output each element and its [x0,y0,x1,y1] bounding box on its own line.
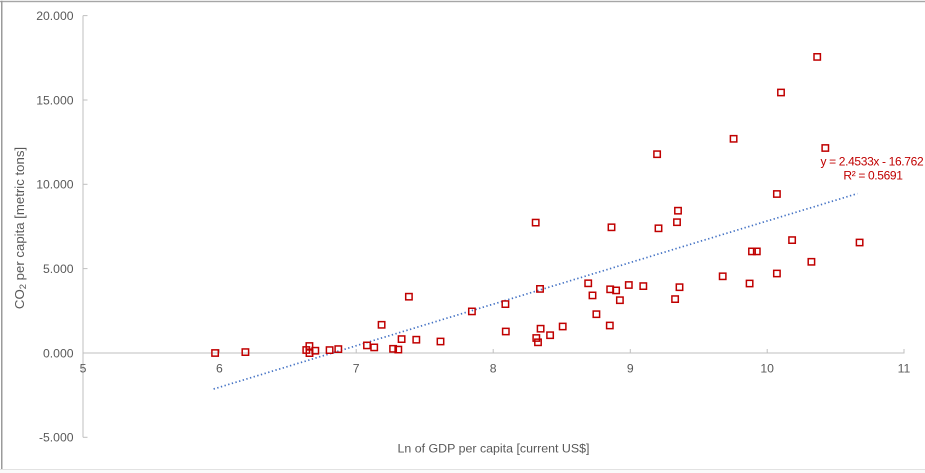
svg-text:11: 11 [898,362,911,376]
svg-text:9: 9 [627,362,634,376]
svg-text:10: 10 [760,362,774,376]
svg-text:-5.000: -5.000 [39,431,74,445]
svg-text:5.000: 5.000 [43,262,74,276]
svg-text:10.000: 10.000 [36,178,73,192]
svg-text:R² = 0.5691: R² = 0.5691 [843,169,903,183]
svg-text:8: 8 [490,362,497,376]
svg-text:y = 2.4533x - 16.762: y = 2.4533x - 16.762 [821,154,924,168]
svg-text:20.000: 20.000 [36,9,73,23]
svg-text:5: 5 [80,362,87,376]
svg-text:15.000: 15.000 [36,93,73,107]
svg-text:Ln of GDP per capita [current: Ln of GDP per capita [current US$] [398,442,590,456]
svg-text:0.000: 0.000 [43,346,74,360]
svg-text:7: 7 [353,362,360,376]
svg-text:6: 6 [216,362,223,376]
svg-text:CO2 per capita [metric tons]: CO2 per capita [metric tons] [12,147,29,309]
